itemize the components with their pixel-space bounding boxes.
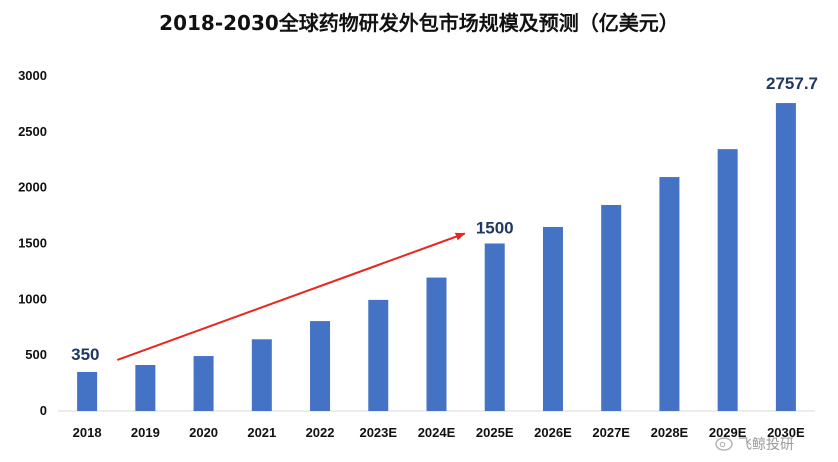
x-tick-label: 2026E — [534, 425, 572, 440]
data-label: 1500 — [476, 219, 514, 238]
chart-title: 2018-2030全球药物研发外包市场规模及预测（亿美元） — [159, 11, 679, 35]
watermark-text: 飞鲸投研 — [738, 437, 794, 453]
bars — [77, 103, 796, 412]
bar — [251, 339, 272, 411]
y-tick-label: 2000 — [18, 180, 47, 195]
x-tick-label: 2018 — [73, 425, 102, 440]
y-tick-label: 1000 — [18, 291, 47, 306]
y-tick-label: 0 — [40, 403, 47, 418]
bar — [368, 299, 389, 411]
x-tick-label: 2019 — [131, 425, 160, 440]
data-label: 2757.7 — [766, 74, 818, 93]
bar — [775, 103, 796, 412]
bar — [135, 364, 156, 411]
x-tick-label: 2029E — [709, 425, 747, 440]
y-tick-label: 2500 — [18, 124, 47, 139]
watermark: 飞鲸投研 — [715, 437, 794, 453]
weibo-icon — [715, 437, 733, 451]
x-tick-label: 2030E — [767, 425, 805, 440]
y-tick-label: 1500 — [18, 236, 47, 251]
y-axis: 0 500 1000 1500 2000 2500 3000 — [18, 68, 47, 418]
x-tick-label: 2025E — [476, 425, 514, 440]
annotations: 350 1500 2757.7 — [71, 74, 818, 364]
x-tick-label: 2028E — [651, 425, 689, 440]
x-tick-label: 2023E — [359, 425, 397, 440]
trend-arrow — [117, 232, 466, 361]
data-label: 350 — [71, 345, 99, 364]
bar — [601, 204, 622, 411]
bar — [717, 149, 738, 411]
x-tick-label: 2024E — [418, 425, 456, 440]
bar — [426, 277, 447, 411]
x-axis: 2018 2019 2020 2021 2022 2023E 2024E 2025E 2026E… — [73, 425, 805, 440]
y-tick-label: 500 — [25, 347, 47, 362]
bar — [659, 177, 680, 411]
bar — [193, 356, 214, 411]
bar — [484, 243, 505, 411]
x-tick-label: 2020 — [189, 425, 218, 440]
x-tick-label: 2021 — [247, 425, 276, 440]
bar — [310, 321, 331, 411]
bar — [542, 226, 563, 411]
y-tick-label: 3000 — [18, 68, 47, 83]
x-tick-label: 2022 — [306, 425, 335, 440]
x-tick-label: 2027E — [592, 425, 630, 440]
bar — [77, 371, 98, 411]
